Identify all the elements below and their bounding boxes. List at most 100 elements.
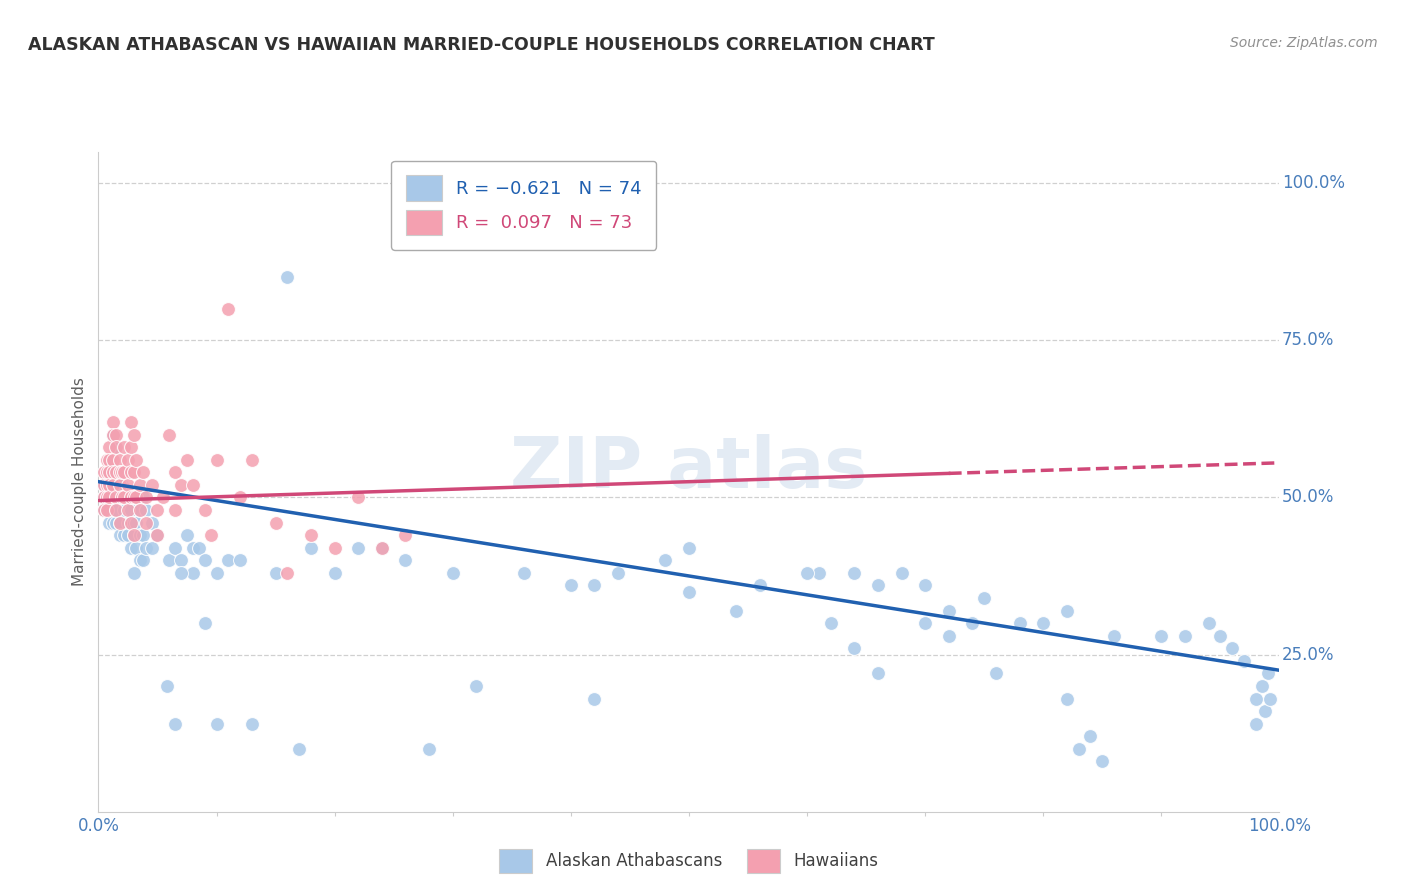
Point xyxy=(748,578,770,592)
Point xyxy=(112,465,135,479)
Point xyxy=(264,566,287,580)
Point xyxy=(146,503,169,517)
Point xyxy=(441,566,464,580)
Point xyxy=(394,553,416,567)
Point xyxy=(678,541,700,555)
Point xyxy=(101,478,124,492)
Point xyxy=(98,491,121,505)
Point xyxy=(276,566,298,580)
Point xyxy=(117,478,139,492)
Point xyxy=(121,491,143,505)
Point xyxy=(96,491,118,505)
Point xyxy=(112,503,135,517)
Text: Source: ZipAtlas.com: Source: ZipAtlas.com xyxy=(1230,36,1378,50)
Point xyxy=(108,452,131,467)
Point xyxy=(98,452,121,467)
Point xyxy=(1258,691,1281,706)
Point xyxy=(1257,666,1279,681)
Point xyxy=(371,541,394,555)
Point xyxy=(122,528,145,542)
Point xyxy=(121,516,143,530)
Point xyxy=(122,465,145,479)
Point xyxy=(108,528,131,542)
Point xyxy=(1032,616,1054,631)
Point xyxy=(973,591,995,605)
Point xyxy=(820,616,842,631)
Point xyxy=(1150,629,1173,643)
Text: 100.0%: 100.0% xyxy=(1282,174,1344,192)
Point xyxy=(560,578,582,592)
Legend: Alaskan Athabascans, Hawaiians: Alaskan Athabascans, Hawaiians xyxy=(492,842,886,880)
Point xyxy=(121,516,143,530)
Point xyxy=(276,270,298,285)
Point xyxy=(176,452,198,467)
Point xyxy=(98,491,121,505)
Point xyxy=(105,440,128,454)
Point xyxy=(105,503,128,517)
Point xyxy=(170,553,193,567)
Point xyxy=(176,528,198,542)
Point xyxy=(914,578,936,592)
Point xyxy=(135,491,157,505)
Point xyxy=(217,553,239,567)
Point xyxy=(654,553,676,567)
Point xyxy=(121,503,143,517)
Point xyxy=(98,465,121,479)
Point xyxy=(170,566,193,580)
Point xyxy=(105,516,128,530)
Point xyxy=(132,491,155,505)
Point xyxy=(165,503,187,517)
Point xyxy=(105,491,128,505)
Point xyxy=(866,666,889,681)
Point xyxy=(1250,679,1272,693)
Text: 50.0%: 50.0% xyxy=(1282,489,1334,507)
Point xyxy=(678,584,700,599)
Point xyxy=(117,452,139,467)
Point xyxy=(108,516,131,530)
Point xyxy=(128,478,150,492)
Point xyxy=(194,553,217,567)
Point xyxy=(1102,629,1125,643)
Point xyxy=(117,528,139,542)
Point xyxy=(135,516,157,530)
Point xyxy=(347,491,370,505)
Point xyxy=(132,528,155,542)
Point xyxy=(181,566,204,580)
Point xyxy=(796,566,818,580)
Point xyxy=(299,528,322,542)
Point xyxy=(1056,603,1078,617)
Point xyxy=(844,641,866,656)
Point xyxy=(93,503,115,517)
Point xyxy=(181,541,204,555)
Point xyxy=(1244,691,1267,706)
Point xyxy=(1254,704,1277,718)
Point xyxy=(101,516,124,530)
Point xyxy=(98,478,121,492)
Point xyxy=(101,465,124,479)
Point xyxy=(157,427,180,442)
Point xyxy=(347,541,370,555)
Point xyxy=(146,528,169,542)
Point xyxy=(132,553,155,567)
Point xyxy=(105,465,128,479)
Point xyxy=(844,566,866,580)
Point xyxy=(240,716,263,731)
Point xyxy=(98,440,121,454)
Point xyxy=(1174,629,1197,643)
Point xyxy=(96,491,118,505)
Point xyxy=(108,478,131,492)
Point xyxy=(1209,629,1232,643)
Point xyxy=(165,465,187,479)
Point xyxy=(105,427,128,442)
Point xyxy=(111,478,134,492)
Point xyxy=(299,541,322,555)
Point xyxy=(108,516,131,530)
Point xyxy=(93,478,115,492)
Point xyxy=(187,541,209,555)
Point xyxy=(194,616,217,631)
Point xyxy=(1091,755,1114,769)
Point xyxy=(101,478,124,492)
Point xyxy=(288,742,311,756)
Point xyxy=(93,503,115,517)
Point xyxy=(121,440,143,454)
